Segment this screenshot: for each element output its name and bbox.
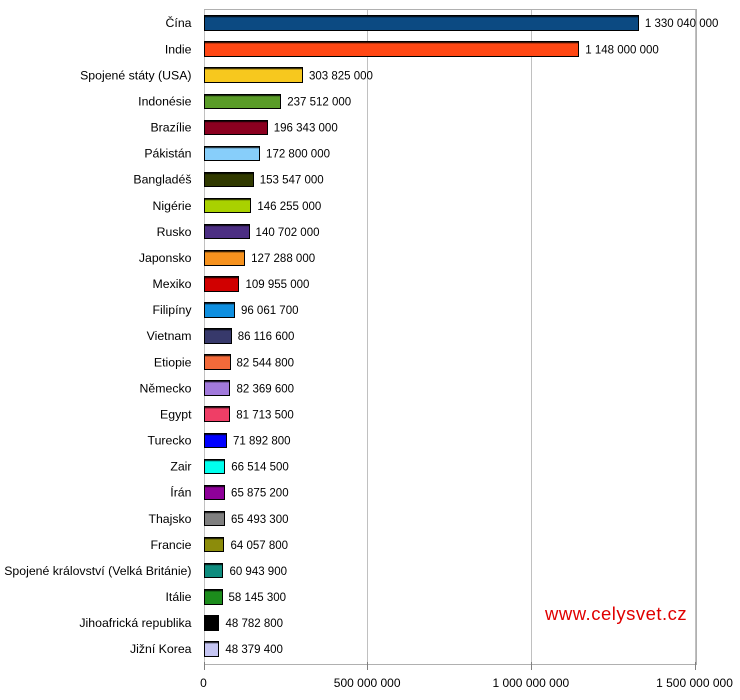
svg-text:500 000 000: 500 000 000 [334,676,401,690]
svg-text:Brazílie: Brazílie [150,121,191,135]
svg-text:Filipíny: Filipíny [153,303,193,317]
svg-text:Zair: Zair [170,460,191,474]
svg-text:Vietnam: Vietnam [147,329,192,343]
svg-text:Jižní Korea: Jižní Korea [130,642,192,656]
svg-text:Německo: Německo [140,381,192,395]
svg-text:Írán: Írán [170,485,191,500]
svg-text:Spojené království (Velká Brit: Spojené království (Velká Británie) [4,564,191,578]
svg-text:Nigérie: Nigérie [153,199,192,213]
svg-text:Indie: Indie [165,42,192,56]
svg-text:1 000 000 000: 1 000 000 000 [492,676,569,690]
svg-text:Pákistán: Pákistán [144,147,191,161]
svg-text:Indonésie: Indonésie [138,94,191,108]
svg-text:Egypt: Egypt [160,407,192,421]
svg-text:Francie: Francie [150,538,191,552]
svg-text:Spojené státy (USA): Spojené státy (USA) [80,68,191,82]
svg-text:Itálie: Itálie [166,590,192,604]
svg-text:Jihoafrická republika: Jihoafrická republika [79,616,191,630]
svg-text:Rusko: Rusko [157,225,192,239]
svg-text:Japonsko: Japonsko [139,251,192,265]
svg-text:Etiopie: Etiopie [154,355,192,369]
svg-text:Thajsko: Thajsko [148,512,191,526]
svg-text:0: 0 [200,676,207,690]
svg-text:Čína: Čína [166,15,192,30]
svg-text:1 500 000 000: 1 500 000 000 [656,676,733,690]
svg-text:Mexiko: Mexiko [153,277,192,291]
svg-text:Turecko: Turecko [148,434,192,448]
svg-text:Bangladéš: Bangladéš [133,173,191,187]
